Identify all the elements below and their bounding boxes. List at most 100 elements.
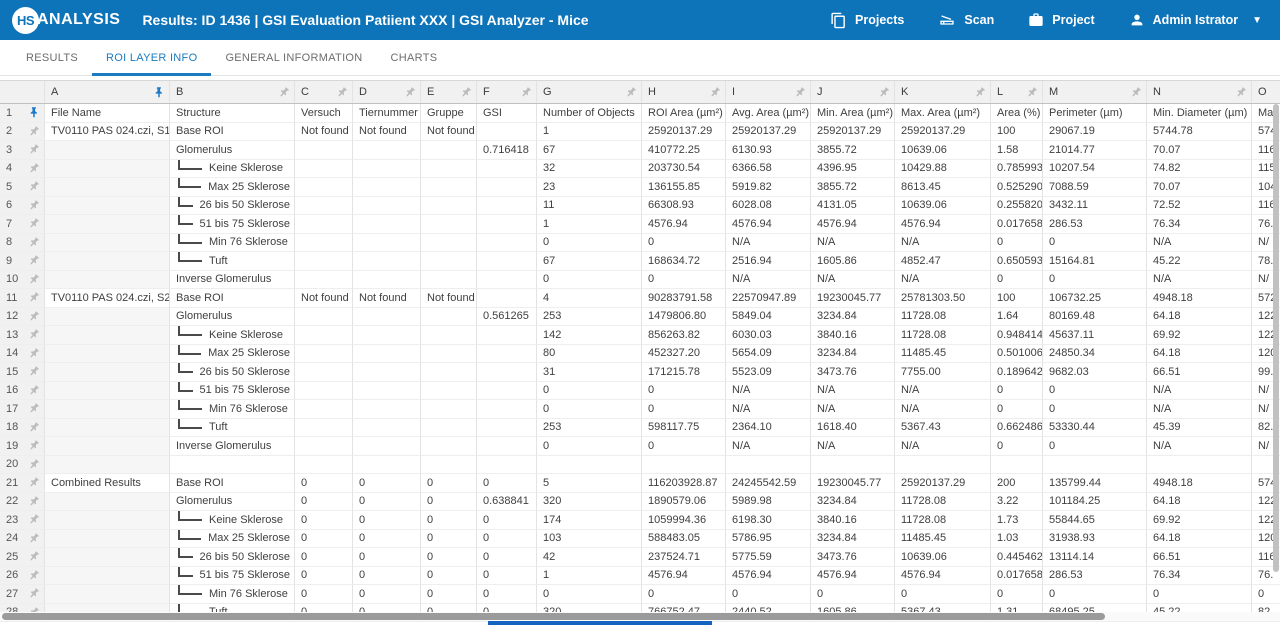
cell[interactable]: 3234.84 <box>811 530 895 549</box>
cell[interactable] <box>421 382 477 401</box>
horizontal-scrollbar[interactable] <box>2 613 1105 620</box>
cell[interactable] <box>477 123 537 142</box>
cell[interactable]: 0 <box>477 567 537 586</box>
cell[interactable]: 0 <box>537 382 642 401</box>
cell[interactable] <box>353 308 421 327</box>
cell[interactable]: 3855.72 <box>811 178 895 197</box>
cell[interactable]: 0.525290 <box>991 178 1043 197</box>
cell[interactable]: 3234.84 <box>811 493 895 512</box>
cell[interactable]: 80169.48 <box>1043 308 1147 327</box>
cell[interactable] <box>477 234 537 253</box>
row-number-1[interactable]: 1 <box>0 104 45 123</box>
cell[interactable]: 100 <box>991 289 1043 308</box>
cell[interactable] <box>295 345 353 364</box>
cell[interactable]: 0 <box>991 437 1043 456</box>
cell[interactable]: 0 <box>421 493 477 512</box>
cell[interactable]: 55844.65 <box>1043 511 1147 530</box>
cell[interactable]: 0 <box>295 493 353 512</box>
column-letter-B[interactable]: B <box>170 81 295 103</box>
cell[interactable]: 69.92 <box>1147 326 1252 345</box>
cell[interactable]: 0 <box>1043 585 1147 604</box>
cell[interactable]: N/A <box>811 271 895 290</box>
cell[interactable]: 24245542.59 <box>726 474 811 493</box>
cell[interactable]: 25920137.29 <box>811 123 895 142</box>
cell[interactable] <box>477 271 537 290</box>
column-header-cell[interactable]: Tiernummer <box>353 104 421 123</box>
pin-icon[interactable] <box>25 252 43 270</box>
pin-icon[interactable] <box>25 123 43 141</box>
column-header-cell[interactable]: Versuch <box>295 104 353 123</box>
cell[interactable]: 4576.94 <box>642 567 726 586</box>
cell[interactable]: 6030.03 <box>726 326 811 345</box>
cell[interactable]: 452327.20 <box>642 345 726 364</box>
cell[interactable]: 0 <box>477 474 537 493</box>
cell[interactable]: 142 <box>537 326 642 345</box>
cell[interactable]: 66.51 <box>1147 548 1252 567</box>
pin-icon[interactable] <box>25 511 43 529</box>
cell[interactable]: 103 <box>537 530 642 549</box>
cell[interactable]: 0 <box>353 567 421 586</box>
cell[interactable]: 70.07 <box>1147 141 1252 160</box>
pin-icon[interactable] <box>153 86 165 99</box>
pin-icon[interactable] <box>28 106 40 119</box>
cell[interactable]: 0 <box>1043 382 1147 401</box>
cell[interactable]: 2364.10 <box>726 419 811 438</box>
cell[interactable]: 174 <box>537 511 642 530</box>
column-letter-E[interactable]: E <box>421 81 477 103</box>
cell[interactable]: 6198.30 <box>726 511 811 530</box>
cell[interactable]: 5744.78 <box>1147 123 1252 142</box>
pin-icon[interactable] <box>25 437 43 455</box>
cell[interactable]: 6130.93 <box>726 141 811 160</box>
cell[interactable]: N/A <box>726 234 811 253</box>
cell[interactable]: TV0110 PAS 024.czi, S2 <box>45 289 170 308</box>
cell[interactable] <box>353 215 421 234</box>
cell[interactable]: 410772.25 <box>642 141 726 160</box>
cell[interactable]: 3234.84 <box>811 308 895 327</box>
cell[interactable]: 10207.54 <box>1043 160 1147 179</box>
cell[interactable]: 0 <box>537 400 642 419</box>
cell[interactable]: Tuft <box>170 419 295 438</box>
cell[interactable]: 5849.04 <box>726 308 811 327</box>
cell[interactable]: 0 <box>295 511 353 530</box>
cell[interactable] <box>421 141 477 160</box>
cell[interactable]: Tuft <box>170 252 295 271</box>
cell[interactable]: 3855.72 <box>811 141 895 160</box>
cell[interactable]: 0 <box>421 548 477 567</box>
cell[interactable] <box>295 400 353 419</box>
cell[interactable] <box>1043 456 1147 475</box>
cell[interactable]: 0 <box>353 585 421 604</box>
cell[interactable]: 5786.95 <box>726 530 811 549</box>
cell[interactable] <box>295 437 353 456</box>
cell[interactable]: 4576.94 <box>811 215 895 234</box>
cell[interactable]: 2516.94 <box>726 252 811 271</box>
cell[interactable]: N/A <box>811 234 895 253</box>
cell[interactable]: 0.189642 <box>991 363 1043 382</box>
cell[interactable]: 0.561265 <box>477 308 537 327</box>
cell[interactable] <box>353 252 421 271</box>
cell[interactable]: 19230045.77 <box>811 474 895 493</box>
cell[interactable]: 4131.05 <box>811 197 895 216</box>
cell[interactable] <box>477 419 537 438</box>
cell[interactable]: Glomerulus <box>170 308 295 327</box>
cell[interactable]: 0 <box>295 530 353 549</box>
cell[interactable]: 10429.88 <box>895 160 991 179</box>
cell[interactable]: 66308.93 <box>642 197 726 216</box>
tab-charts[interactable]: CHARTS <box>377 40 452 75</box>
cell[interactable]: 26 bis 50 Sklerose <box>170 363 295 382</box>
cell[interactable]: 0 <box>477 585 537 604</box>
cell[interactable] <box>353 345 421 364</box>
cell[interactable] <box>295 382 353 401</box>
cell[interactable]: N/A <box>895 437 991 456</box>
cell[interactable]: N/A <box>811 382 895 401</box>
column-header-cell[interactable]: ROI Area (µm²) <box>642 104 726 123</box>
cell[interactable]: 3234.84 <box>811 345 895 364</box>
cell[interactable]: 9682.03 <box>1043 363 1147 382</box>
pin-icon[interactable] <box>275 83 293 101</box>
cell[interactable]: 0 <box>295 474 353 493</box>
row-number-20[interactable]: 20 <box>0 456 45 475</box>
column-letter-K[interactable]: K <box>895 81 991 103</box>
pin-icon[interactable] <box>25 400 43 418</box>
cell[interactable]: 5775.59 <box>726 548 811 567</box>
cell[interactable]: 7755.00 <box>895 363 991 382</box>
cell[interactable]: 253 <box>537 419 642 438</box>
